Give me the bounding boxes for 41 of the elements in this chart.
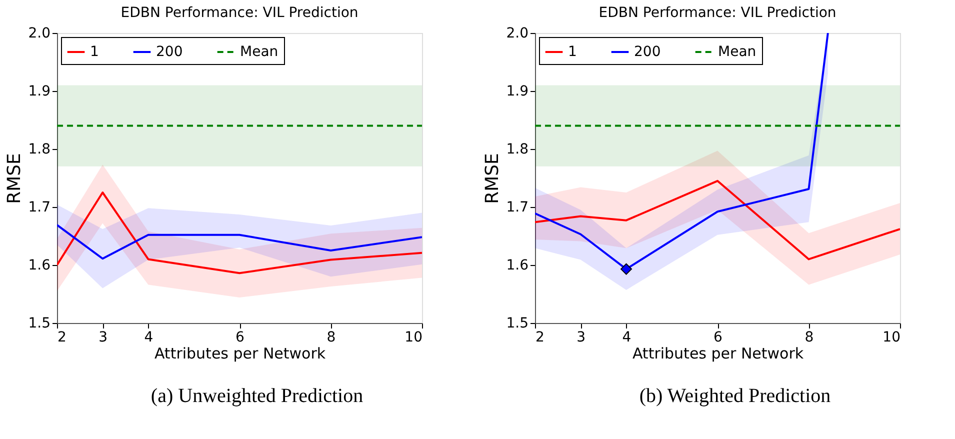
x-tick-label: 10	[404, 330, 422, 346]
y-tick-label: 2.0	[506, 26, 528, 42]
y-tick-label: 1.9	[28, 84, 50, 100]
chart-title: EDBN Performance: VIL Prediction	[598, 5, 836, 21]
x-tick-label: 8	[326, 330, 336, 346]
legend-label: 1	[90, 44, 99, 60]
y-tick-label: 1.5	[506, 316, 528, 332]
y-tick-label: 1.8	[506, 142, 528, 158]
y-tick-label: 1.9	[506, 84, 528, 100]
text: (b) Weighted Prediction	[639, 385, 831, 407]
x-tick-label: 4	[622, 330, 632, 346]
x-tick-label: 10	[882, 330, 900, 346]
line-series	[57, 192, 422, 274]
y-tick-label: 1.6	[28, 258, 51, 274]
x-tick-label: 4	[144, 330, 154, 346]
x-axis-title: Attributes per Network	[154, 344, 326, 362]
y-axis-title: RMSE	[482, 153, 504, 204]
y-tick-label: 2.0	[28, 26, 50, 42]
y-tick-label: 1.6	[506, 258, 529, 274]
x-tick-label: 2	[58, 330, 66, 346]
x-tick-label: 6	[236, 330, 245, 346]
legend-label: 1	[568, 44, 577, 60]
chart-title: EDBN Performance: VIL Prediction	[120, 5, 358, 21]
x-tick-label: 6	[714, 330, 723, 346]
x-tick-label: 2	[536, 330, 544, 346]
text: (a) Unweighted Prediction	[150, 385, 364, 407]
legend-label: 200	[634, 44, 661, 60]
x-axis-title: Attributes per Network	[632, 344, 804, 362]
x-tick-label: 3	[98, 330, 108, 346]
legend-label: Mean	[240, 44, 278, 60]
line-series	[535, 180, 900, 260]
x-tick-label: 3	[576, 330, 586, 346]
y-tick-label: 1.8	[28, 142, 50, 158]
x-tick-label: 8	[804, 330, 814, 346]
line-series	[57, 224, 422, 260]
y-tick-label: 1.7	[506, 200, 528, 216]
legend-label: 200	[156, 44, 183, 60]
y-tick-label: 1.7	[28, 200, 50, 216]
y-tick-label: 1.5	[28, 316, 50, 332]
y-axis-title: RMSE	[4, 153, 26, 204]
legend-label: Mean	[718, 44, 756, 60]
